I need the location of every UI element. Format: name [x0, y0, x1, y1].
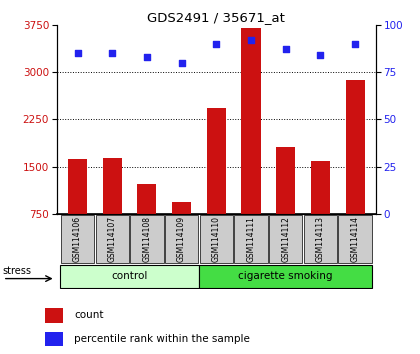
Title: GDS2491 / 35671_at: GDS2491 / 35671_at: [147, 11, 285, 24]
Bar: [311, 160, 330, 214]
Bar: [137, 184, 157, 214]
Text: GSM114107: GSM114107: [108, 216, 117, 262]
FancyBboxPatch shape: [304, 215, 337, 263]
Bar: [346, 80, 365, 214]
FancyBboxPatch shape: [165, 215, 198, 263]
Text: GSM114114: GSM114114: [351, 216, 360, 262]
Text: GSM114106: GSM114106: [73, 216, 82, 262]
FancyBboxPatch shape: [60, 265, 199, 287]
FancyBboxPatch shape: [61, 215, 94, 263]
Text: count: count: [74, 310, 104, 320]
Point: [352, 41, 358, 46]
Point: [248, 37, 255, 43]
Text: GSM114112: GSM114112: [281, 216, 290, 262]
FancyBboxPatch shape: [339, 215, 372, 263]
Point: [144, 54, 150, 60]
Text: GSM114108: GSM114108: [142, 216, 151, 262]
FancyBboxPatch shape: [234, 215, 268, 263]
Bar: [276, 147, 295, 214]
Text: GSM114113: GSM114113: [316, 216, 325, 262]
Point: [282, 47, 289, 52]
Bar: [172, 202, 191, 214]
FancyBboxPatch shape: [199, 265, 373, 287]
Bar: [68, 159, 87, 214]
Bar: [241, 28, 260, 214]
FancyBboxPatch shape: [130, 215, 163, 263]
Point: [74, 50, 81, 56]
FancyBboxPatch shape: [200, 215, 233, 263]
FancyBboxPatch shape: [269, 215, 302, 263]
Text: control: control: [111, 271, 148, 281]
FancyBboxPatch shape: [96, 215, 129, 263]
Text: GSM114109: GSM114109: [177, 216, 186, 262]
Point: [109, 50, 116, 56]
Bar: [45, 308, 63, 323]
Text: stress: stress: [3, 266, 32, 276]
Bar: [102, 158, 122, 214]
Point: [317, 52, 324, 58]
Bar: [45, 332, 63, 347]
Text: percentile rank within the sample: percentile rank within the sample: [74, 333, 250, 344]
Point: [178, 60, 185, 65]
Text: GSM114111: GSM114111: [247, 216, 255, 262]
Point: [213, 41, 220, 46]
Text: cigarette smoking: cigarette smoking: [239, 271, 333, 281]
Bar: [207, 108, 226, 214]
Text: GSM114110: GSM114110: [212, 216, 221, 262]
